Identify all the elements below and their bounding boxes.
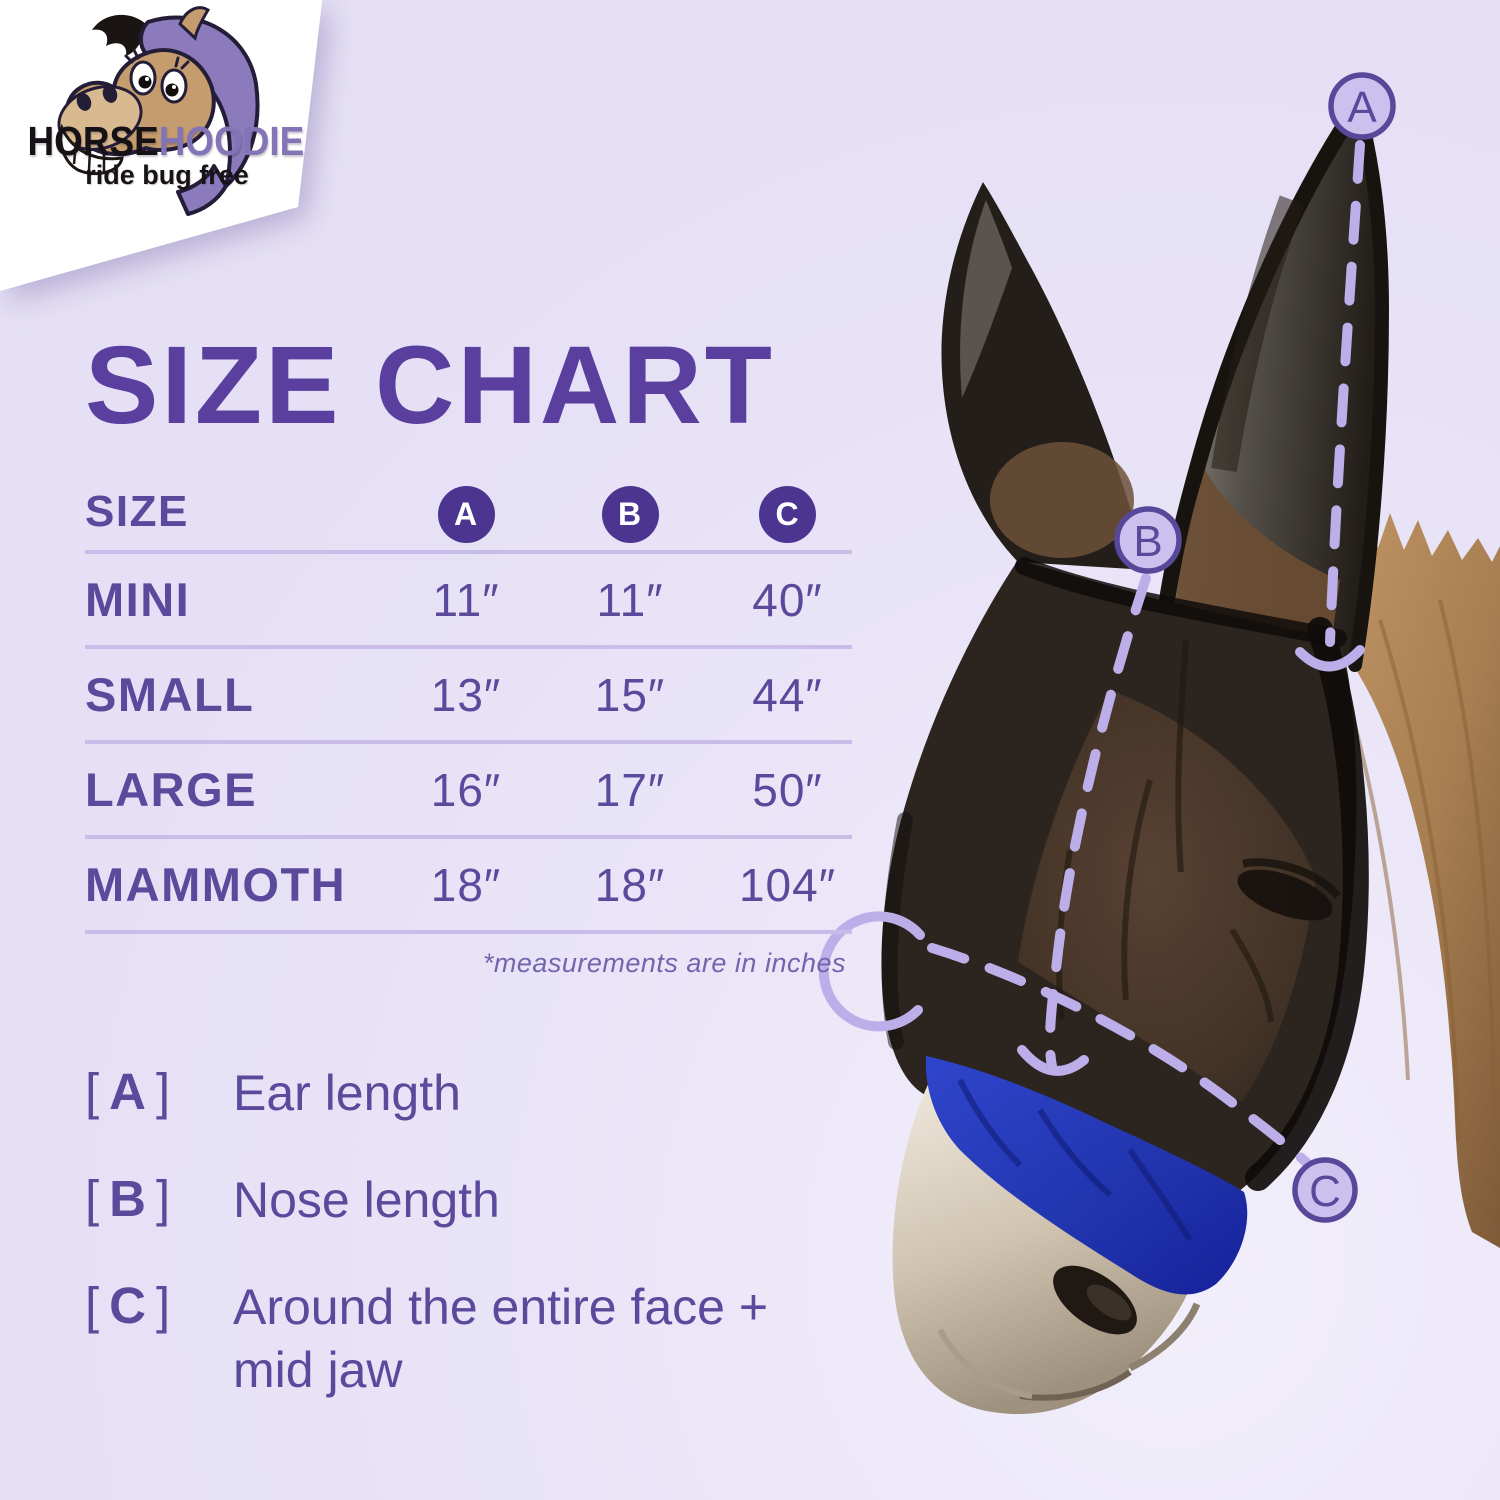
legend-label-b: Nose length bbox=[233, 1172, 500, 1228]
right-ear-streak bbox=[1211, 195, 1305, 472]
row-value-b: 18″ bbox=[594, 858, 666, 911]
size-table: SIZE A B C MINI 11″ 11″ 40″ SMALL 13″ bbox=[85, 474, 852, 935]
legend-label-a: Ear length bbox=[233, 1065, 461, 1121]
marker-c: C bbox=[1292, 1157, 1358, 1223]
row-size-label: MINI bbox=[85, 573, 191, 627]
muzzle-folds bbox=[937, 1302, 1201, 1401]
row-value-c: 104″ bbox=[738, 858, 837, 911]
right-ear-edge-left bbox=[1154, 97, 1366, 648]
legend-item-c: [C] Around the entire face + mid jaw bbox=[85, 1276, 793, 1402]
row-size-label: SMALL bbox=[85, 668, 255, 722]
measure-line-a-end bbox=[1295, 645, 1365, 672]
row-value-a: 16″ bbox=[430, 763, 502, 816]
marker-b-circle bbox=[1114, 506, 1182, 574]
face-through-mesh bbox=[1018, 690, 1316, 1102]
column-header-c: C bbox=[723, 482, 852, 543]
right-ear-edge-right bbox=[1348, 98, 1390, 672]
row-value-a: 11″ bbox=[432, 573, 500, 626]
table-row-mammoth: MAMMOTH 18″ 18″ 104″ bbox=[85, 839, 852, 935]
mask-edge-nose bbox=[881, 812, 913, 1050]
brand-logo-panel: HORSEHOODIES ride bug free bbox=[0, 0, 345, 300]
row-size-label: LARGE bbox=[85, 763, 257, 817]
legend-item-b: [B] Nose length bbox=[85, 1169, 793, 1232]
row-value-b: 17″ bbox=[594, 763, 666, 816]
table-row-small: SMALL 13″ 15″ 44″ bbox=[85, 649, 852, 745]
measure-line-c bbox=[927, 943, 1317, 1173]
measurements-note: *measurements are in inches bbox=[482, 948, 846, 979]
column-header-a: A bbox=[395, 482, 537, 543]
marker-b: B bbox=[1114, 506, 1182, 574]
legend-item-a: [A] Ear length bbox=[85, 1062, 793, 1125]
measurement-legend: [A] Ear length [B] Nose length [C] Aroun… bbox=[85, 1062, 793, 1446]
marker-c-letter: C bbox=[1309, 1167, 1341, 1216]
left-ear-mesh-sheen bbox=[960, 200, 1012, 398]
measure-line-b bbox=[1044, 573, 1151, 1071]
nose-band-folds bbox=[957, 1078, 1193, 1242]
size-chart-section: SIZE CHART SIZE A B C MINI 11″ 11″ 40″ bbox=[85, 324, 852, 979]
measure-line-b-end bbox=[1017, 1045, 1089, 1076]
column-header-b: B bbox=[537, 482, 723, 543]
mask-binding-cheek bbox=[1245, 617, 1369, 1191]
table-row-large: LARGE 16″ 17″ 50″ bbox=[85, 744, 852, 840]
column-a-badge: A bbox=[437, 485, 495, 543]
table-row-mini: MINI 11″ 11″ 40″ bbox=[85, 554, 852, 650]
marker-b-letter: B bbox=[1133, 517, 1162, 566]
column-b-badge: B bbox=[601, 485, 659, 543]
row-value-b: 15″ bbox=[594, 668, 666, 721]
legend-key-c: [C] bbox=[85, 1277, 171, 1334]
row-value-a: 13″ bbox=[430, 668, 502, 721]
donkey-neck bbox=[1288, 510, 1500, 1248]
measurement-overlay bbox=[818, 140, 1365, 1173]
row-value-c: 44″ bbox=[752, 668, 823, 721]
row-value-c: 50″ bbox=[752, 763, 823, 816]
column-c-badge: C bbox=[759, 485, 816, 543]
row-value-b: 11″ bbox=[596, 573, 664, 626]
table-header-row: SIZE A B C bbox=[85, 474, 852, 555]
legend-key-b: [B] bbox=[85, 1170, 171, 1227]
logo-panel-shape: HORSEHOODIES ride bug free bbox=[0, 0, 323, 291]
page-title: SIZE CHART bbox=[85, 324, 775, 447]
brand-tagline: ride bug free bbox=[85, 160, 249, 190]
row-size-label: MAMMOTH bbox=[85, 858, 347, 912]
row-value-a: 18″ bbox=[430, 858, 502, 911]
marker-a: A bbox=[1328, 72, 1396, 140]
marker-a-circle bbox=[1328, 72, 1396, 140]
measure-line-c-hook bbox=[818, 911, 925, 1032]
brand-name-hoodies: HOODIES bbox=[158, 118, 329, 164]
row-value-c: 40″ bbox=[752, 573, 823, 626]
donkey-eye bbox=[1237, 858, 1341, 921]
brand-name: HORSEHOODIES bbox=[27, 118, 323, 165]
horse-cartoon-icon bbox=[57, 6, 260, 216]
left-ear-inner-fur bbox=[990, 442, 1134, 558]
legend-label-c: Around the entire face + mid jaw bbox=[233, 1279, 769, 1398]
marker-c-circle bbox=[1292, 1157, 1358, 1223]
column-header-size: SIZE bbox=[85, 487, 189, 537]
brand-name-horse: HORSE bbox=[27, 118, 159, 164]
mask-binding-brow bbox=[1015, 557, 1347, 647]
nostril bbox=[1053, 1265, 1137, 1335]
measure-line-a bbox=[1325, 140, 1365, 647]
marker-a-letter: A bbox=[1347, 83, 1377, 132]
legend-key-a: [A] bbox=[85, 1063, 171, 1120]
